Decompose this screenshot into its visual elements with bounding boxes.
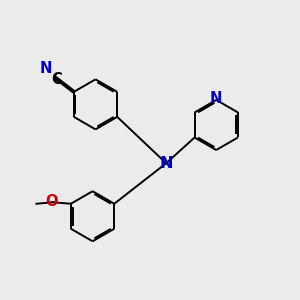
Text: O: O [45, 194, 57, 209]
Text: N: N [210, 91, 222, 106]
Text: C: C [51, 72, 62, 87]
Text: N: N [159, 156, 173, 171]
Text: N: N [40, 61, 52, 76]
